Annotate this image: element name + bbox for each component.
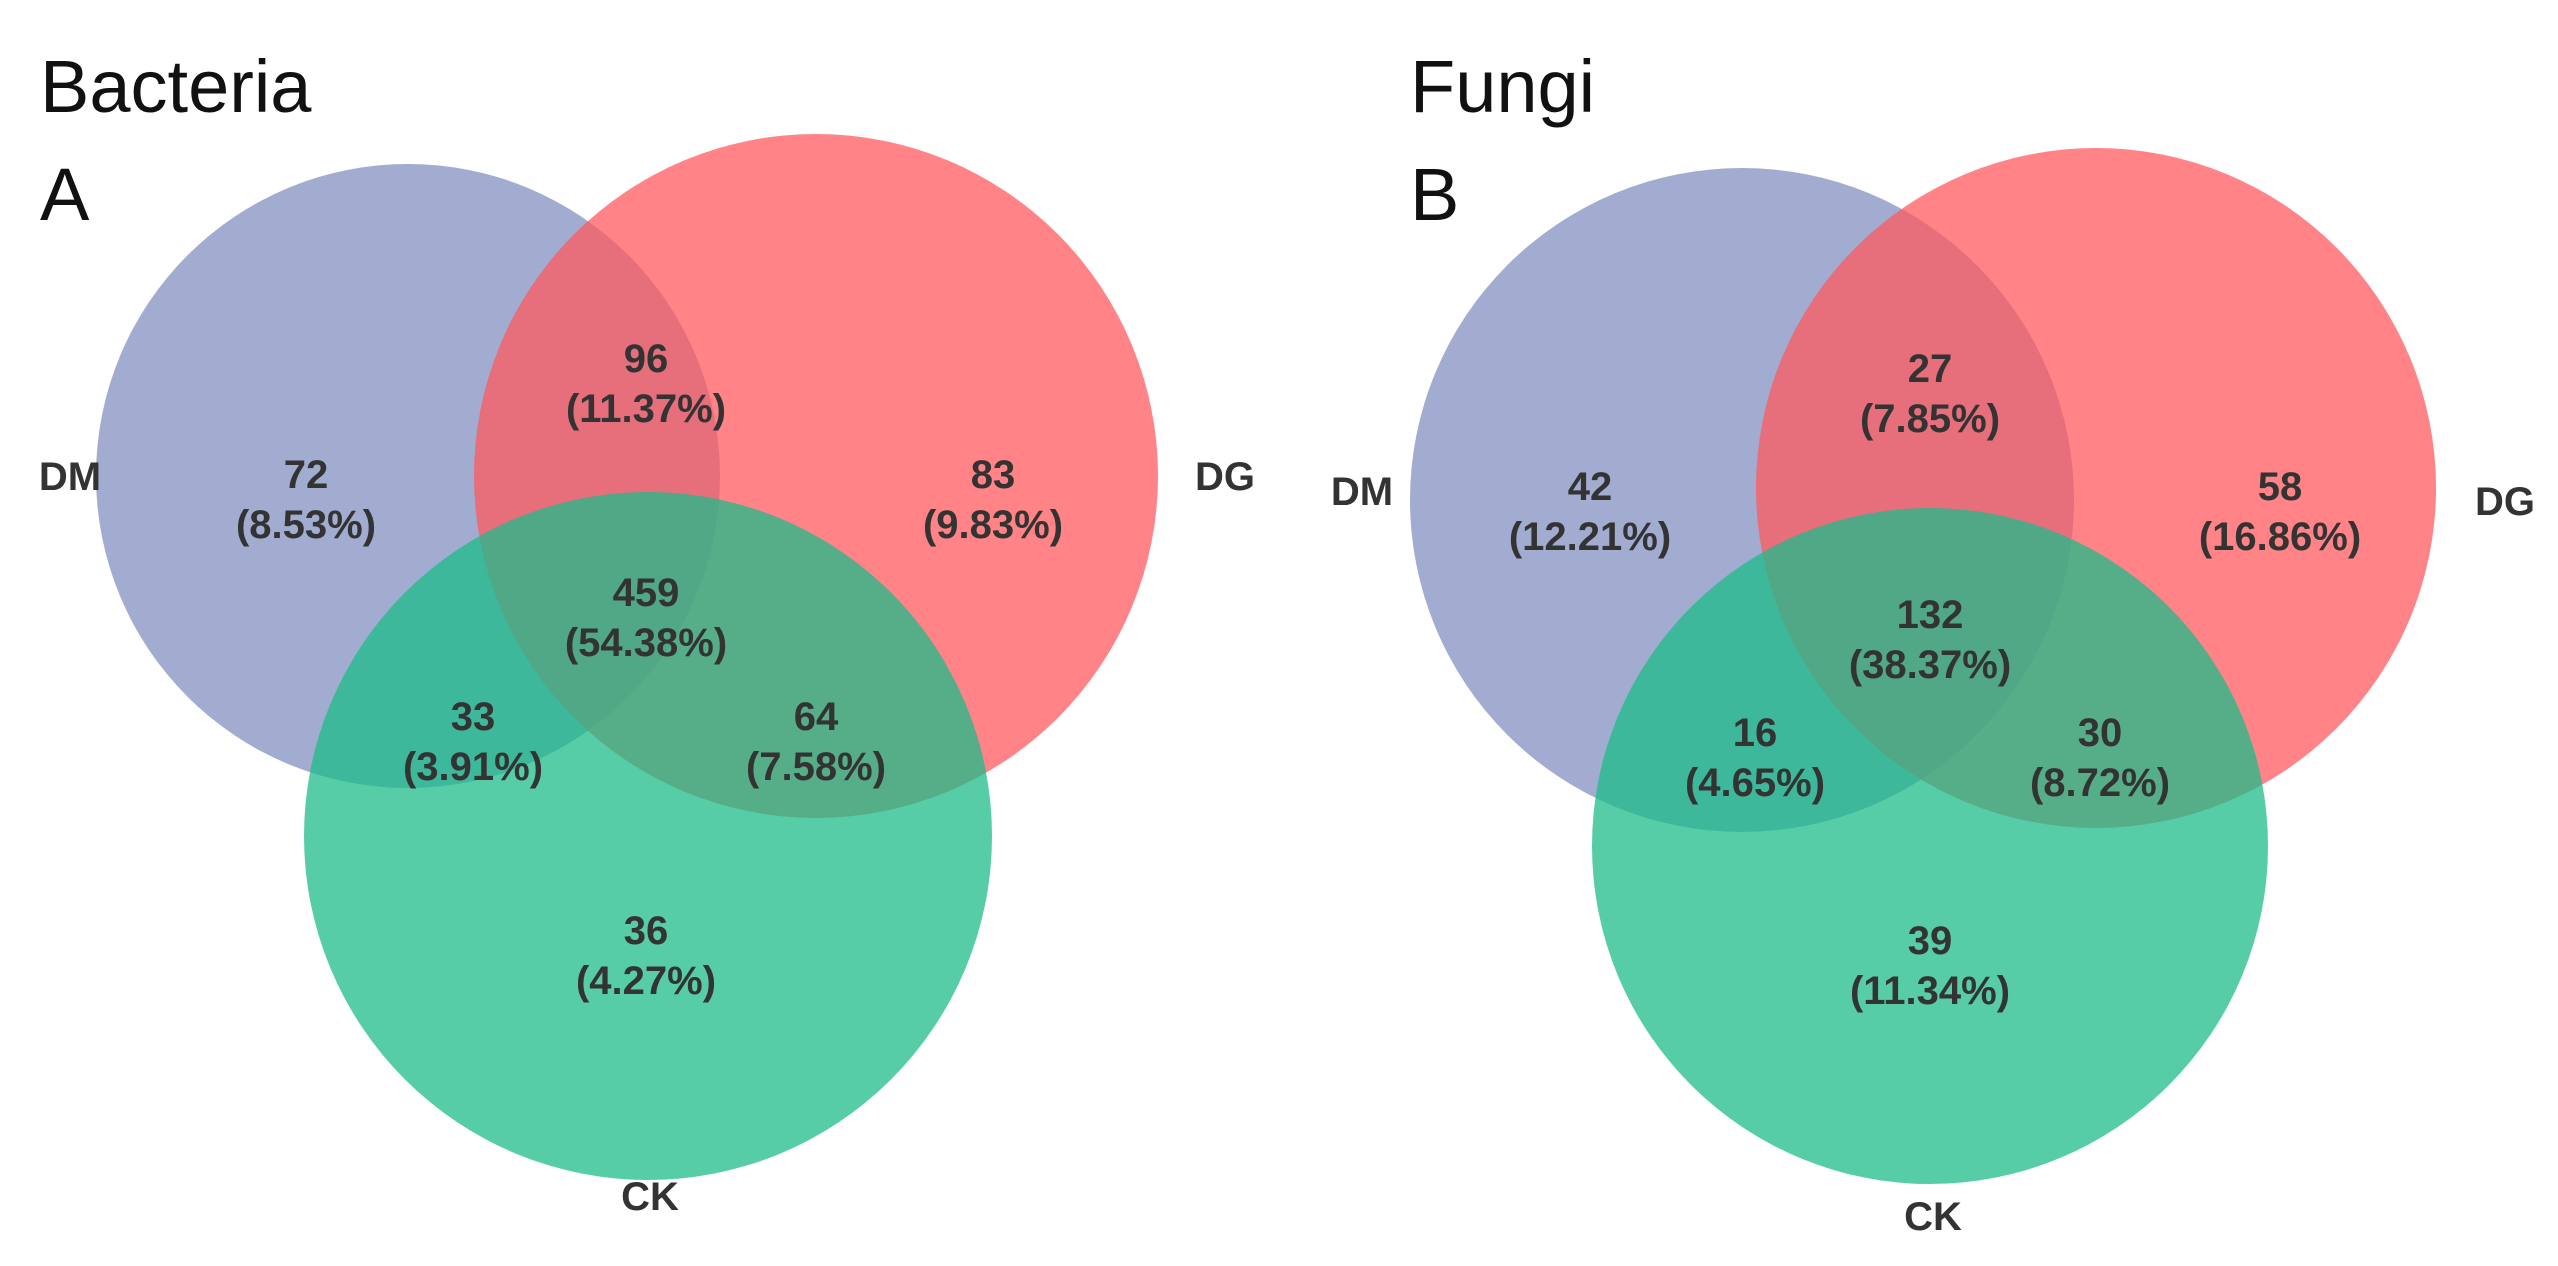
region-count: 83	[971, 453, 1016, 497]
region-percent: (4.65%)	[1685, 761, 1825, 805]
region-dg-only: 58 (16.86%)	[2199, 465, 2361, 559]
panel-bacteria: Bacteria A DM DG CK 72 (8.53%) 96 (11.37…	[39, 45, 1255, 1219]
region-percent: (54.38%)	[565, 621, 727, 665]
region-count: 459	[613, 571, 680, 615]
panel-title-bacteria: Bacteria	[40, 45, 312, 128]
region-count: 39	[1908, 919, 1953, 963]
region-ck-only: 36 (4.27%)	[576, 909, 716, 1003]
region-count: 36	[624, 909, 669, 953]
region-dg-only: 83 (9.83%)	[923, 453, 1063, 547]
region-percent: (8.72%)	[2030, 761, 2170, 805]
region-percent: (11.34%)	[1850, 969, 2010, 1013]
region-all: 459 (54.38%)	[565, 571, 727, 665]
region-count: 30	[2078, 711, 2123, 755]
region-percent: (7.58%)	[746, 745, 886, 789]
region-all: 132 (38.37%)	[1849, 593, 2011, 687]
region-dm-ck: 16 (4.65%)	[1685, 711, 1825, 805]
region-count: 132	[1897, 593, 1964, 637]
region-percent: (9.83%)	[923, 503, 1063, 547]
panel-fungi: Fungi B DM DG CK 42 (12.21%) 27 (7.85%) …	[1331, 45, 2535, 1239]
region-count: 27	[1908, 347, 1953, 391]
set-circle-ck	[1592, 508, 2268, 1184]
region-count: 72	[284, 453, 329, 497]
region-count: 42	[1568, 465, 1613, 509]
region-percent: (38.37%)	[1849, 643, 2011, 687]
panel-title-fungi: Fungi	[1410, 45, 1595, 128]
region-dm-dg: 27 (7.85%)	[1860, 347, 2000, 441]
region-percent: (4.27%)	[576, 959, 716, 1003]
region-dm-only: 42 (12.21%)	[1509, 465, 1671, 559]
panel-letter-b: B	[1410, 153, 1459, 236]
set-label-dm: DM	[39, 455, 101, 499]
region-percent: (7.85%)	[1860, 397, 2000, 441]
set-label-dg: DG	[2475, 480, 2535, 524]
region-ck-only: 39 (11.34%)	[1850, 919, 2010, 1013]
region-count: 96	[624, 337, 669, 381]
set-circle-ck	[304, 492, 992, 1180]
region-dm-ck: 33 (3.91%)	[403, 695, 543, 789]
region-percent: (16.86%)	[2199, 515, 2361, 559]
panel-letter-a: A	[40, 153, 90, 236]
region-dm-dg: 96 (11.37%)	[566, 337, 726, 431]
region-percent: (11.37%)	[566, 387, 726, 431]
region-count: 33	[451, 695, 496, 739]
set-label-dm: DM	[1331, 470, 1393, 514]
region-dg-ck: 64 (7.58%)	[746, 695, 886, 789]
region-count: 16	[1733, 711, 1778, 755]
set-label-ck: CK	[1904, 1195, 1962, 1239]
set-label-ck: CK	[621, 1175, 679, 1219]
region-percent: (3.91%)	[403, 745, 543, 789]
region-count: 64	[794, 695, 839, 739]
region-percent: (8.53%)	[236, 503, 376, 547]
region-count: 58	[2258, 465, 2303, 509]
region-dm-only: 72 (8.53%)	[236, 453, 376, 547]
region-percent: (12.21%)	[1509, 515, 1671, 559]
region-dg-ck: 30 (8.72%)	[2030, 711, 2170, 805]
set-label-dg: DG	[1195, 455, 1255, 499]
